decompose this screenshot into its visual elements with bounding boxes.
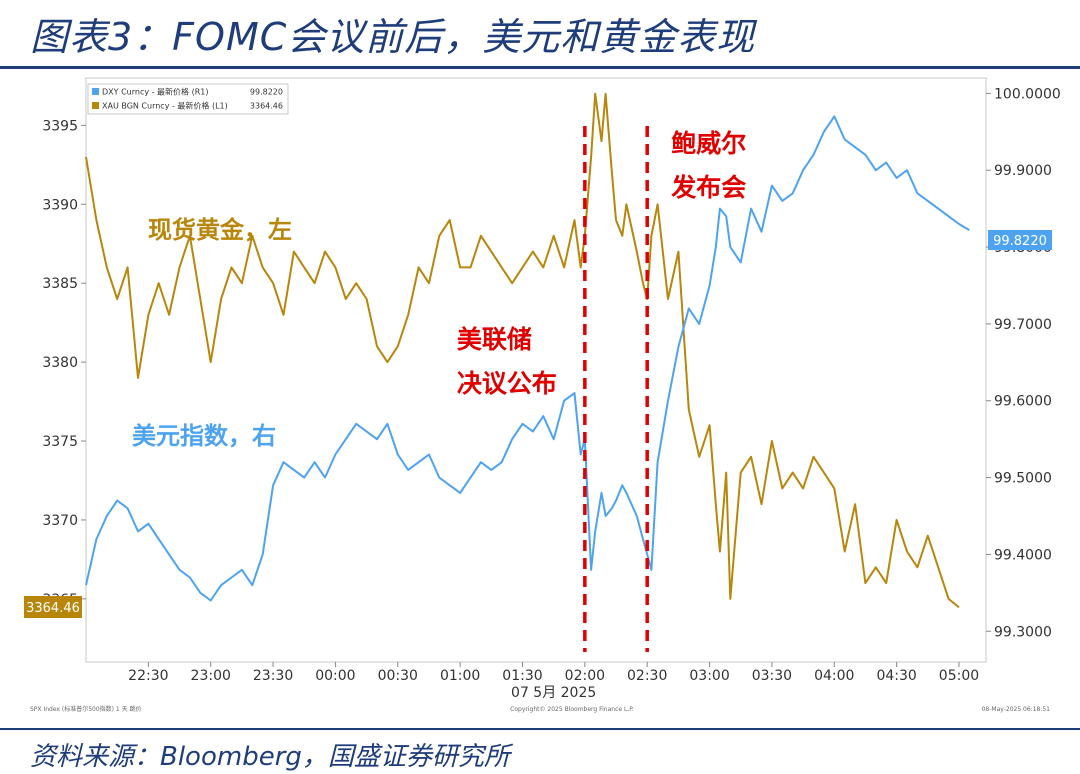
source-divider bbox=[0, 728, 1080, 730]
page-title: 图表3：FOMC会议前后，美元和黄金表现 bbox=[30, 15, 756, 59]
last-value-label-right: 99.8220 bbox=[988, 230, 1052, 250]
gold-price-line bbox=[85, 92, 960, 609]
footer-center: Copyright© 2025 Bloomberg Finance L.P. bbox=[510, 706, 634, 713]
last-value-label-left: 3364.46 bbox=[24, 596, 82, 618]
right-tick-label: 99.6000 bbox=[994, 394, 1052, 410]
x-tick-label: 01:00 bbox=[440, 668, 480, 684]
left-tick-label: 3385 bbox=[42, 276, 78, 292]
chart: 3395339033853380337533703365 100.000099.… bbox=[24, 77, 1061, 713]
x-tick-label: 22:30 bbox=[128, 668, 168, 684]
event-label: 美联储 bbox=[457, 325, 532, 354]
event-label: 发布会 bbox=[670, 173, 746, 202]
right-tick-label: 99.3000 bbox=[994, 624, 1052, 640]
legend-value-dxy: 99.8220 bbox=[250, 88, 283, 97]
legend-box bbox=[87, 83, 289, 115]
title-divider bbox=[0, 66, 1080, 69]
right-tick-label: 99.5000 bbox=[994, 471, 1052, 487]
x-tick-label: 02:30 bbox=[627, 668, 667, 684]
legend: DXY Curncy - 最新价格 (R1) 99.8220 XAU BGN C… bbox=[87, 83, 289, 115]
left-tick-label: 3380 bbox=[42, 355, 78, 371]
event-label: 鲍威尔 bbox=[671, 129, 746, 158]
event-label: 决议公布 bbox=[457, 369, 557, 398]
right-tick-label: 100.0000 bbox=[994, 86, 1061, 102]
series-layer bbox=[85, 92, 970, 609]
x-date-label: 07 5月 2025 bbox=[511, 685, 596, 701]
left-tick-label: 3370 bbox=[42, 513, 78, 529]
x-tick-label: 04:30 bbox=[876, 668, 916, 684]
x-tick-label: 03:30 bbox=[752, 668, 792, 684]
legend-swatch-dxy bbox=[92, 88, 99, 95]
footer-right: 08-May-2025 06:18:51 bbox=[982, 706, 1051, 713]
x-axis: 22:30 23:00 23:30 00:00 00:30 01:00 01:30 02:00… bbox=[128, 662, 979, 701]
x-tick-label: 23:00 bbox=[191, 668, 231, 684]
right-axis: 100.000099.900099.800099.700099.600099.5… bbox=[986, 86, 1061, 640]
legend-label-xau: XAU BGN Curncy - 最新价格 (L1) bbox=[102, 101, 228, 111]
x-tick-label: 05:00 bbox=[939, 668, 979, 684]
x-tick-label: 03:00 bbox=[689, 668, 729, 684]
last-value-box-left bbox=[24, 596, 82, 618]
x-tick-label: 23:30 bbox=[253, 668, 293, 684]
right-tick-label: 99.7000 bbox=[994, 317, 1052, 333]
gold-series-annotation: 现货黄金，左 bbox=[148, 216, 292, 244]
legend-swatch-xau bbox=[92, 102, 99, 109]
legend-value-xau: 3364.46 bbox=[250, 102, 283, 111]
dollar-index-line bbox=[85, 115, 970, 602]
left-tick-label: 3395 bbox=[42, 118, 78, 134]
x-tick-label: 04:00 bbox=[814, 668, 854, 684]
last-value-text-left: 3364.46 bbox=[26, 601, 80, 616]
left-axis: 3395339033853380337533703365 bbox=[42, 118, 86, 608]
footer-left: SPX Index (标准普尔500指数) 1 天 跳价 bbox=[30, 705, 142, 713]
last-value-text-right: 99.8220 bbox=[993, 234, 1047, 249]
left-tick-label: 3390 bbox=[42, 197, 78, 213]
x-tick-label: 00:00 bbox=[315, 668, 355, 684]
last-value-box-right bbox=[988, 230, 1052, 250]
x-tick-label: 00:30 bbox=[378, 668, 418, 684]
right-tick-label: 99.4000 bbox=[994, 547, 1052, 563]
right-tick-label: 99.9000 bbox=[994, 163, 1052, 179]
x-tick-label: 02:00 bbox=[565, 668, 605, 684]
legend-label-dxy: DXY Curncy - 最新价格 (R1) bbox=[102, 87, 208, 97]
left-tick-label: 3375 bbox=[42, 434, 78, 450]
source-note: 资料来源：Bloomberg，国盛证券研究所 bbox=[30, 742, 510, 772]
dxy-series-annotation: 美元指数，右 bbox=[132, 422, 276, 450]
plot-area bbox=[85, 77, 987, 663]
x-tick-label: 01:30 bbox=[502, 668, 542, 684]
